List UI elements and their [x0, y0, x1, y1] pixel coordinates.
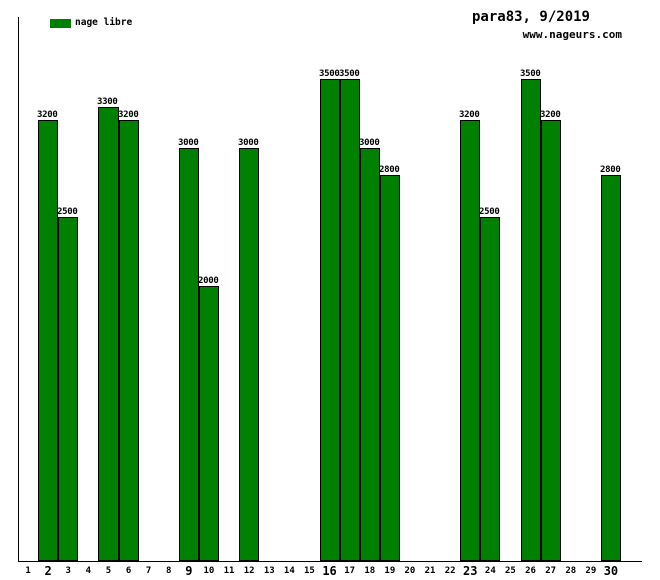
x-tick-label-8: 8	[166, 566, 172, 576]
x-tick-label-14: 14	[283, 566, 295, 576]
bar-value-label-day-24: 2500	[479, 207, 500, 217]
bar-day-18	[360, 148, 380, 561]
bar-value-label-day-19: 2800	[379, 165, 400, 175]
x-tick-label-28: 28	[565, 566, 577, 576]
x-tick-label-10: 10	[203, 566, 215, 576]
bar-day-10	[199, 286, 219, 561]
x-tick-label-18: 18	[364, 566, 376, 576]
bar-value-label-day-18: 3000	[359, 138, 380, 148]
x-tick-label-27: 27	[545, 566, 557, 576]
y-axis	[18, 17, 19, 562]
bar-value-label-day-17: 3500	[339, 69, 360, 79]
x-tick-label-30: 30	[603, 564, 619, 578]
bar-day-17	[340, 79, 360, 561]
x-tick-label-6: 6	[125, 566, 132, 576]
x-tick-label-20: 20	[404, 566, 416, 576]
x-tick-label-2: 2	[44, 564, 52, 578]
x-tick-label-7: 7	[145, 566, 152, 576]
bar-day-5	[98, 107, 119, 561]
x-axis	[18, 561, 642, 562]
bar-value-label-day-12: 3000	[238, 138, 259, 148]
bar-value-label-day-2: 3200	[37, 110, 58, 120]
bar-day-9	[179, 148, 199, 561]
bar-value-label-day-27: 3200	[540, 110, 561, 120]
bar-day-16	[320, 79, 340, 561]
bar-value-label-day-5: 3300	[97, 97, 118, 107]
bar-day-26	[521, 79, 541, 561]
bar-day-12	[239, 148, 259, 561]
bar-day-2	[38, 120, 58, 561]
bar-value-label-day-26: 3500	[520, 69, 541, 79]
bar-value-label-day-23: 3200	[459, 110, 480, 120]
bar-value-label-day-30: 2800	[600, 165, 621, 175]
bar-value-label-day-6: 3200	[118, 110, 139, 120]
x-tick-label-25: 25	[505, 566, 516, 576]
x-tick-label-1: 1	[25, 566, 31, 576]
x-tick-label-17: 17	[344, 566, 356, 576]
bar-day-24	[480, 217, 500, 561]
bar-day-3	[58, 217, 78, 561]
bar-value-label-day-16: 3500	[319, 69, 340, 79]
legend-label: nage libre	[75, 17, 133, 28]
bar-value-label-day-9: 3000	[178, 138, 199, 148]
x-tick-label-19: 19	[384, 566, 396, 576]
watermark-text: www.nageurs.com	[522, 28, 622, 41]
bar-day-23	[460, 120, 480, 561]
legend-swatch	[50, 19, 71, 28]
x-tick-label-29: 29	[585, 566, 597, 576]
bar-day-27	[541, 120, 561, 561]
x-tick-label-13: 13	[263, 566, 275, 576]
x-tick-label-5: 5	[105, 566, 112, 576]
bar-day-19	[380, 175, 400, 561]
chart-title: para83, 9/2019	[471, 9, 590, 25]
x-tick-label-23: 23	[463, 564, 478, 578]
x-tick-label-3: 3	[65, 566, 71, 576]
bar-day-30	[601, 175, 621, 561]
x-tick-label-12: 12	[243, 566, 255, 576]
x-tick-label-22: 22	[444, 566, 456, 576]
x-tick-label-4: 4	[85, 566, 92, 576]
bar-value-label-day-10: 2000	[198, 276, 219, 286]
x-tick-label-15: 15	[304, 566, 315, 576]
x-tick-label-9: 9	[185, 564, 193, 578]
bar-day-6	[119, 120, 139, 561]
x-tick-label-24: 24	[484, 566, 496, 576]
x-tick-label-26: 26	[525, 566, 536, 576]
x-tick-label-16: 16	[322, 564, 337, 578]
x-tick-label-11: 11	[223, 566, 235, 576]
x-tick-label-21: 21	[424, 566, 436, 576]
bar-value-label-day-3: 2500	[57, 207, 78, 217]
